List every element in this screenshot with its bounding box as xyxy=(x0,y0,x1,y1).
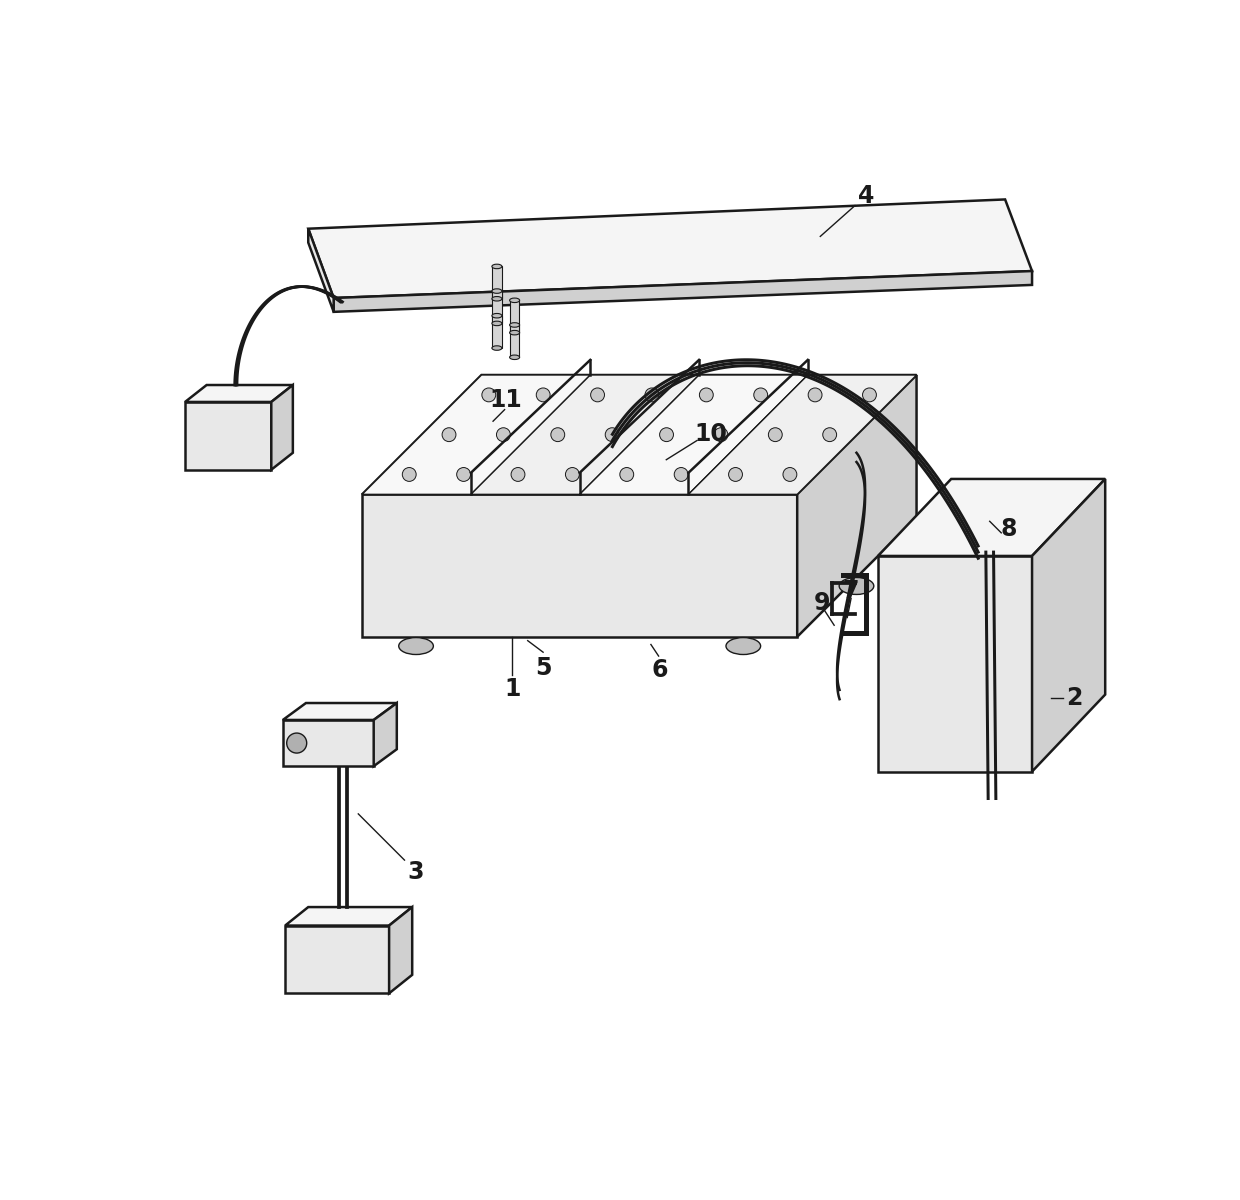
Text: 11: 11 xyxy=(490,388,522,412)
Polygon shape xyxy=(1032,479,1105,772)
Circle shape xyxy=(565,468,579,481)
Circle shape xyxy=(660,427,673,442)
Polygon shape xyxy=(362,494,797,637)
Polygon shape xyxy=(272,385,293,469)
Polygon shape xyxy=(492,266,501,299)
Polygon shape xyxy=(579,374,807,494)
Ellipse shape xyxy=(492,289,502,293)
Circle shape xyxy=(729,468,743,481)
Ellipse shape xyxy=(492,313,502,318)
Text: 4: 4 xyxy=(858,185,874,209)
Circle shape xyxy=(754,388,768,402)
Ellipse shape xyxy=(510,355,520,360)
Polygon shape xyxy=(688,374,916,494)
Text: 6: 6 xyxy=(652,658,668,682)
Text: 3: 3 xyxy=(408,859,424,883)
Polygon shape xyxy=(471,374,699,494)
Ellipse shape xyxy=(839,577,874,594)
Ellipse shape xyxy=(492,264,502,269)
Polygon shape xyxy=(283,720,373,766)
Circle shape xyxy=(496,427,511,442)
Ellipse shape xyxy=(725,637,760,654)
Polygon shape xyxy=(510,325,520,358)
Ellipse shape xyxy=(492,296,502,301)
Circle shape xyxy=(511,468,525,481)
Polygon shape xyxy=(285,907,412,925)
Circle shape xyxy=(699,388,713,402)
Circle shape xyxy=(605,427,619,442)
Polygon shape xyxy=(797,374,916,637)
Text: 1: 1 xyxy=(505,677,521,701)
Circle shape xyxy=(714,427,728,442)
Text: 5: 5 xyxy=(534,655,552,679)
Text: 2: 2 xyxy=(1066,686,1083,710)
Circle shape xyxy=(286,733,306,754)
Ellipse shape xyxy=(510,298,520,302)
Polygon shape xyxy=(185,385,293,402)
Circle shape xyxy=(823,427,837,442)
Circle shape xyxy=(551,427,564,442)
Polygon shape xyxy=(492,292,501,324)
Ellipse shape xyxy=(510,323,520,328)
Circle shape xyxy=(782,468,797,481)
Polygon shape xyxy=(389,907,412,994)
Polygon shape xyxy=(283,703,397,720)
Circle shape xyxy=(769,427,782,442)
Polygon shape xyxy=(334,271,1032,312)
Circle shape xyxy=(863,388,877,402)
Text: 7: 7 xyxy=(843,578,859,602)
Polygon shape xyxy=(878,479,1105,556)
Polygon shape xyxy=(510,300,520,332)
Polygon shape xyxy=(362,374,916,494)
Circle shape xyxy=(456,468,470,481)
Ellipse shape xyxy=(492,346,502,350)
Polygon shape xyxy=(362,374,590,494)
Polygon shape xyxy=(373,703,397,766)
Circle shape xyxy=(482,388,496,402)
Ellipse shape xyxy=(492,322,502,325)
Polygon shape xyxy=(185,402,272,469)
Circle shape xyxy=(645,388,658,402)
Text: 10: 10 xyxy=(694,422,728,446)
Ellipse shape xyxy=(399,637,433,654)
Polygon shape xyxy=(285,925,389,994)
Text: 8: 8 xyxy=(1001,517,1017,541)
Circle shape xyxy=(402,468,417,481)
Text: 9: 9 xyxy=(813,590,830,614)
Polygon shape xyxy=(878,556,1032,772)
Circle shape xyxy=(675,468,688,481)
Polygon shape xyxy=(492,316,501,348)
Ellipse shape xyxy=(510,330,520,335)
Circle shape xyxy=(808,388,822,402)
Polygon shape xyxy=(309,229,334,312)
Circle shape xyxy=(620,468,634,481)
Circle shape xyxy=(443,427,456,442)
Circle shape xyxy=(590,388,604,402)
Circle shape xyxy=(536,388,551,402)
Polygon shape xyxy=(309,199,1032,298)
